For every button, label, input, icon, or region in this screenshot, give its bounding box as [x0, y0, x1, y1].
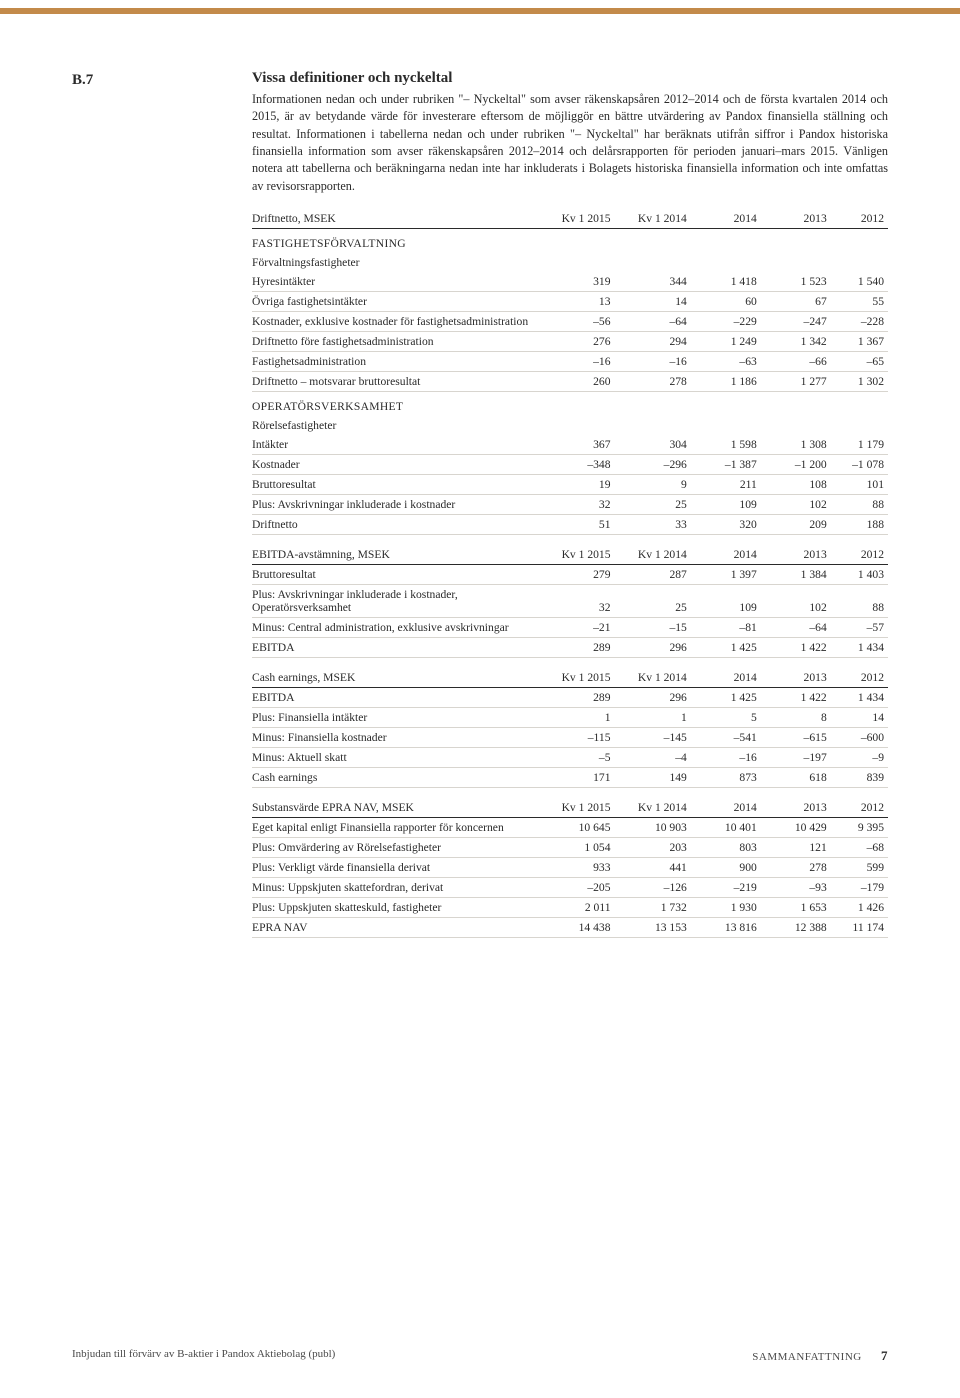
- col-header: Kv 1 2014: [615, 545, 691, 565]
- col-header: Kv 1 2015: [538, 798, 614, 818]
- table-row: Kostnader, exklusive kostnader för fasti…: [252, 311, 888, 331]
- table-row: Driftnetto – motsvarar bruttoresultat260…: [252, 371, 888, 391]
- col-header: 2013: [761, 668, 831, 688]
- page-footer: Inbjudan till förvärv av B-aktier i Pand…: [72, 1348, 888, 1364]
- table-title: EBITDA-avstämning, MSEK: [252, 545, 538, 565]
- table-row: Plus: Uppskjuten skatteskuld, fastighete…: [252, 897, 888, 917]
- table-row: Minus: Aktuell skatt–5–4–16–197–9: [252, 747, 888, 767]
- table-epra-nav: Substansvärde EPRA NAV, MSEK Kv 1 2015 K…: [252, 798, 888, 938]
- col-header: Kv 1 2015: [538, 668, 614, 688]
- table-row: Övriga fastighetsintäkter1314606755: [252, 291, 888, 311]
- col-header: Kv 1 2015: [538, 209, 614, 229]
- table-title: Driftnetto, MSEK: [252, 209, 538, 229]
- table-row: Plus: Avskrivningar inkluderade i kostna…: [252, 494, 888, 514]
- col-header: 2012: [831, 798, 888, 818]
- table-row: Bruttoresultat199211108101: [252, 474, 888, 494]
- section-id: B.7: [72, 70, 132, 89]
- col-header: 2012: [831, 668, 888, 688]
- subsection-sub: Förvaltningsfastigheter: [252, 253, 538, 272]
- table-row: Minus: Central administration, exklusive…: [252, 617, 888, 637]
- table-row: Plus: Avskrivningar inkluderade i kostna…: [252, 584, 888, 617]
- subsection-title: OPERATÖRSVERKSAMHET: [252, 391, 538, 416]
- col-header: 2012: [831, 209, 888, 229]
- col-header: Kv 1 2014: [615, 798, 691, 818]
- table-row: Minus: Uppskjuten skattefordran, derivat…: [252, 877, 888, 897]
- table-row: EPRA NAV14 43813 15313 81612 38811 174: [252, 917, 888, 937]
- table-row: Kostnader–348–296–1 387–1 200–1 078: [252, 454, 888, 474]
- col-header: 2013: [761, 798, 831, 818]
- section-heading: Vissa definitioner och nyckeltal: [252, 70, 888, 87]
- header-divider: [0, 8, 960, 14]
- table-row: Driftnetto5133320209188: [252, 514, 888, 534]
- subsection-title: FASTIGHETSFÖRVALTNING: [252, 228, 538, 253]
- table-row: Fastighetsadministration–16–16–63–66–65: [252, 351, 888, 371]
- table-row: Hyresintäkter3193441 4181 5231 540: [252, 272, 888, 292]
- table-ebitda: EBITDA-avstämning, MSEK Kv 1 2015 Kv 1 2…: [252, 545, 888, 658]
- table-row: Eget kapital enligt Finansiella rapporte…: [252, 817, 888, 837]
- table-row: EBITDA2892961 4251 4221 434: [252, 687, 888, 707]
- col-header: Kv 1 2014: [615, 209, 691, 229]
- subsection-sub: Rörelsefastigheter: [252, 416, 538, 435]
- table-row: Plus: Omvärdering av Rörelsefastigheter1…: [252, 837, 888, 857]
- table-row: Plus: Verkligt värde finansiella derivat…: [252, 857, 888, 877]
- col-header: 2014: [691, 798, 761, 818]
- col-header: Kv 1 2015: [538, 545, 614, 565]
- footer-left-text: Inbjudan till förvärv av B-aktier i Pand…: [72, 1348, 335, 1360]
- table-row: Bruttoresultat2792871 3971 3841 403: [252, 564, 888, 584]
- col-header: Kv 1 2014: [615, 668, 691, 688]
- table-title: Substansvärde EPRA NAV, MSEK: [252, 798, 538, 818]
- table-cash-earnings: Cash earnings, MSEK Kv 1 2015 Kv 1 2014 …: [252, 668, 888, 788]
- table-row: Cash earnings171149873618839: [252, 767, 888, 787]
- col-header: 2014: [691, 209, 761, 229]
- col-header: 2013: [761, 545, 831, 565]
- table-row: Minus: Finansiella kostnader–115–145–541…: [252, 727, 888, 747]
- col-header: 2013: [761, 209, 831, 229]
- page-number: 7: [881, 1348, 888, 1363]
- footer-section-label: SAMMANFATTNING: [752, 1351, 861, 1363]
- col-header: 2012: [831, 545, 888, 565]
- table-row: EBITDA2892961 4251 4221 434: [252, 637, 888, 657]
- table-row: Intäkter3673041 5981 3081 179: [252, 435, 888, 455]
- col-header: 2014: [691, 545, 761, 565]
- table-driftnetto: Driftnetto, MSEK Kv 1 2015 Kv 1 2014 201…: [252, 209, 888, 535]
- intro-paragraph: Informationen nedan och under rubriken "…: [252, 91, 888, 195]
- col-header: 2014: [691, 668, 761, 688]
- table-title: Cash earnings, MSEK: [252, 668, 538, 688]
- table-row: Driftnetto före fastighetsadministration…: [252, 331, 888, 351]
- table-row: Plus: Finansiella intäkter115814: [252, 707, 888, 727]
